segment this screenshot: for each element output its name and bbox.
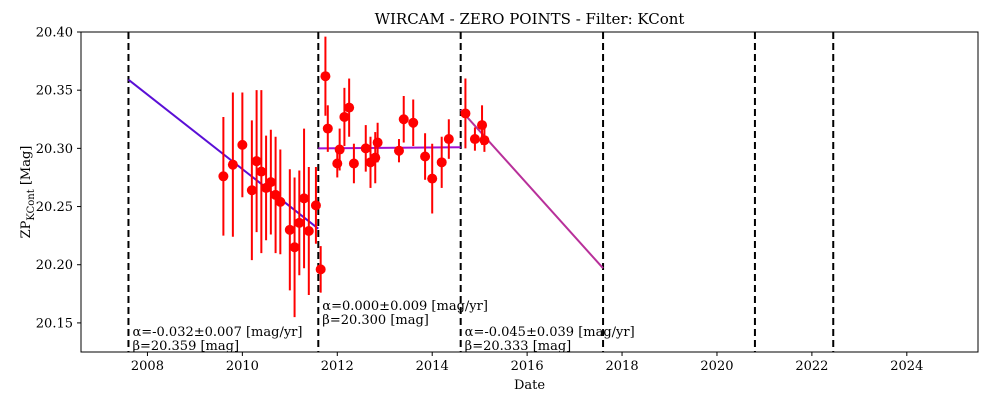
data-point [398,114,409,125]
data-point [420,151,431,162]
data-point [315,264,326,275]
data-point [237,139,248,150]
x-tick-label: 2018 [606,359,639,374]
y-axis-label-unit: [Mag] [19,146,34,190]
axis-ticks-layer: 2008 2010 2012 2014 2016 2018 2020 2022 2024 20.1… [36,26,924,375]
data-point [275,196,286,207]
data-point [408,117,419,128]
fit-beta-annotation: β=20.333 [mag] [465,339,572,354]
data-point [479,135,490,146]
plot-frame [80,31,979,353]
fit-annotations-layer: α=-0.032±0.007 [mag/yr]β=20.359 [mag] α=0… [132,299,634,354]
data-points-layer [218,36,490,318]
y-tick-label: 20.30 [36,142,73,157]
fit-beta-annotation: β=20.300 [mag] [322,313,429,328]
data-point [322,123,333,134]
y-tick-label: 20.20 [36,258,73,273]
data-point [348,158,359,169]
fit-lines-layer [127,78,604,269]
data-point [393,145,404,156]
data-point [265,177,276,188]
x-tick-label: 2024 [890,359,923,374]
y-tick-label: 20.35 [36,84,73,99]
segment-boundaries-layer [127,32,835,352]
data-point [443,134,454,145]
y-axis-label-sub: KCont [26,189,37,220]
data-point [339,111,350,122]
data-point [310,200,321,211]
fit-alpha-annotation: α=-0.032±0.007 [mag/yr] [132,325,302,340]
y-tick-label: 20.15 [36,316,73,331]
x-axis-label: Date [514,378,545,393]
data-point [251,156,262,167]
data-point [344,102,355,113]
y-tick-label: 20.40 [36,26,73,41]
x-tick-label: 2008 [131,359,164,374]
y-tick-label: 20.25 [36,200,73,215]
data-point [246,185,257,196]
data-point [256,166,267,177]
data-point [436,157,447,168]
data-point [218,171,229,182]
data-point [270,189,281,200]
fit-beta-annotation: β=20.359 [mag] [132,339,239,354]
data-point [372,137,383,148]
data-point [460,108,471,119]
data-point [294,217,305,228]
data-point [303,225,314,236]
fit-alpha-annotation: α=0.000±0.009 [mag/yr] [322,299,488,314]
data-point [299,193,310,204]
data-point [427,173,438,184]
data-point [227,159,238,170]
y-axis-label-main: ZP [19,220,34,238]
data-point [360,143,371,154]
data-point [332,158,343,169]
chart-title: WIRCAM - ZERO POINTS - Filter: KCont [375,10,685,28]
x-tick-label: 2012 [321,359,354,374]
data-point [320,71,331,82]
x-tick-label: 2014 [416,359,449,374]
x-tick-label: 2016 [511,359,544,374]
data-point [334,144,345,155]
data-point [289,242,300,253]
y-axis-label: ZPKCont [Mag] [19,146,37,239]
data-point [284,224,295,235]
data-point [477,120,488,131]
data-point [469,134,480,145]
x-tick-label: 2010 [226,359,259,374]
x-tick-label: 2020 [700,359,733,374]
fit-alpha-annotation: α=-0.045±0.039 [mag/yr] [465,325,635,340]
data-point [370,152,381,163]
x-tick-label: 2022 [795,359,828,374]
